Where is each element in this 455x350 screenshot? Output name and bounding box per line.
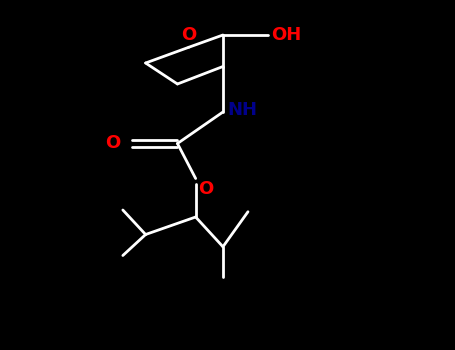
Text: O: O [198, 180, 213, 198]
Text: O: O [105, 134, 121, 153]
Text: NH: NH [228, 101, 258, 119]
Text: OH: OH [271, 26, 301, 44]
Text: O: O [181, 26, 197, 44]
